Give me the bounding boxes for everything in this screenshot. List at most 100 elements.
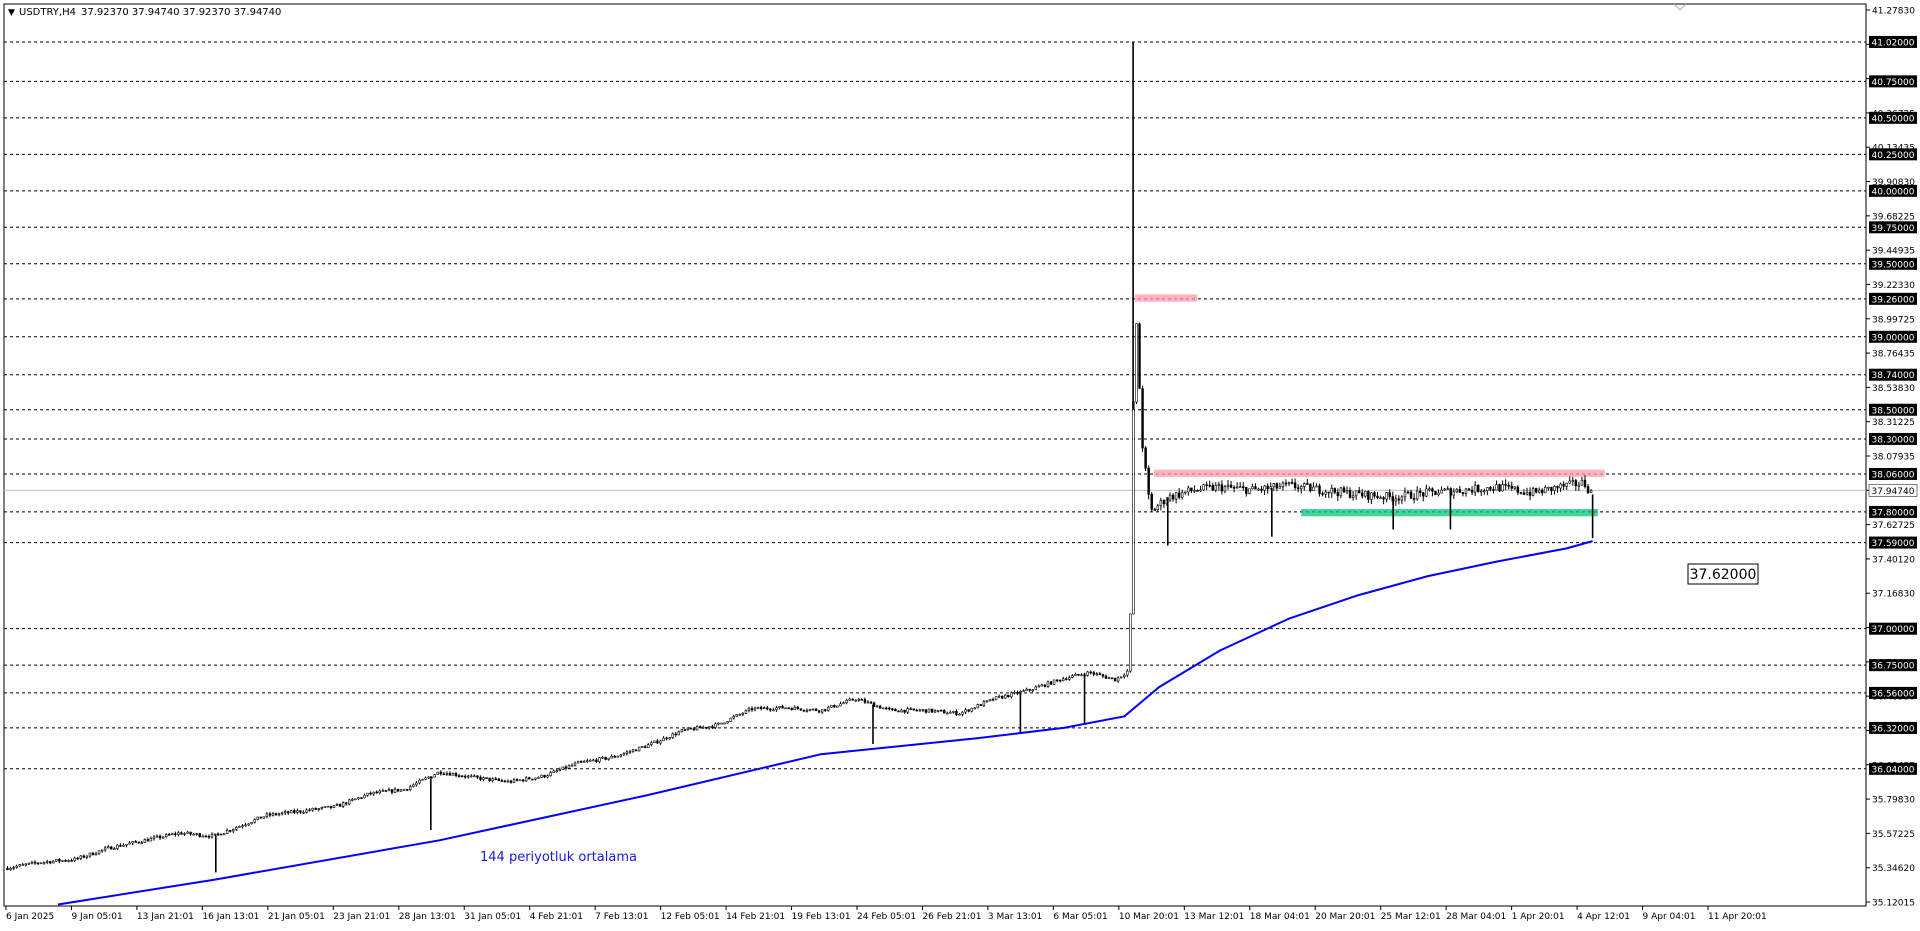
candle	[1562, 481, 1565, 491]
candle	[738, 713, 742, 716]
candle	[1382, 496, 1385, 505]
candle	[625, 749, 629, 756]
axis-tick-label: 37.16830	[1872, 590, 1915, 600]
candle	[677, 730, 680, 736]
candle	[1184, 491, 1187, 495]
candle-body	[207, 835, 211, 838]
time-tick-label: 20 Mar 20:01	[1315, 912, 1375, 922]
candle-body	[427, 776, 430, 779]
time-tick-label: 24 Feb 05:01	[857, 912, 916, 922]
candle	[1013, 690, 1016, 695]
candle-body	[293, 810, 296, 813]
level-label: 39.26000	[1872, 295, 1915, 305]
candle-body	[49, 861, 52, 864]
candle-body	[958, 713, 961, 716]
candle	[964, 707, 967, 715]
candle	[1507, 481, 1510, 490]
candle-body	[701, 726, 705, 729]
candle	[753, 706, 757, 712]
candle-body	[1104, 675, 1108, 679]
candle-body	[595, 759, 598, 762]
candle	[1458, 485, 1462, 493]
candle-body	[155, 835, 159, 838]
candle-body	[76, 857, 79, 860]
candle-body	[1385, 492, 1388, 500]
candle	[891, 707, 894, 712]
candle-body	[216, 833, 220, 836]
candle-body	[1480, 490, 1483, 493]
candle	[460, 774, 464, 778]
level-label: 37.59000	[1872, 539, 1915, 549]
candle	[1202, 483, 1205, 492]
candle	[76, 856, 79, 860]
candle-body	[1300, 486, 1303, 490]
menu-arrow-icon[interactable]: ▼	[8, 8, 15, 18]
candle-body	[952, 711, 955, 713]
axis-tick-label: 39.90830	[1872, 178, 1915, 188]
candle	[1147, 465, 1150, 500]
candle-body	[287, 811, 290, 814]
candle-body	[1211, 485, 1214, 491]
candle	[1113, 677, 1117, 682]
candle-body	[1458, 489, 1462, 493]
candle-body	[1022, 690, 1025, 692]
candle-body	[781, 705, 784, 709]
candle	[1119, 676, 1123, 679]
candle-body	[1589, 490, 1593, 493]
candle-body	[1138, 323, 1141, 389]
candle-body	[741, 713, 745, 715]
candle-body	[506, 780, 510, 783]
candle-body	[180, 832, 183, 835]
candle	[1229, 480, 1233, 489]
candle	[381, 788, 385, 792]
candle-body	[299, 810, 302, 813]
candle-body	[653, 740, 656, 743]
candle	[82, 854, 86, 859]
candle	[1010, 691, 1013, 699]
level-label: 36.56000	[1872, 689, 1915, 699]
candle-body	[1263, 485, 1266, 491]
candle	[1559, 482, 1562, 492]
candle	[1248, 488, 1251, 495]
candle-body	[970, 707, 973, 712]
candle	[1025, 687, 1028, 692]
candle-body	[1351, 495, 1355, 498]
candle-body	[558, 769, 562, 771]
candle	[711, 724, 714, 730]
candle	[427, 776, 430, 780]
candle-body	[735, 714, 738, 717]
candle-body	[705, 726, 708, 729]
candle-body	[1409, 491, 1413, 499]
candle	[94, 851, 98, 856]
candle-body	[1007, 694, 1010, 698]
level-badge	[1869, 762, 1917, 775]
level-badge	[1869, 148, 1917, 161]
level-badge	[1869, 721, 1917, 734]
axis-tick-label: 37.62725	[1872, 521, 1915, 531]
candle-body	[1080, 674, 1083, 677]
candle-body	[1498, 484, 1501, 492]
candle-body	[305, 809, 308, 813]
candle	[720, 722, 723, 725]
candle-body	[73, 857, 76, 861]
candle	[131, 840, 134, 846]
candle-body	[58, 859, 61, 862]
candle-body	[903, 709, 906, 713]
candle	[6, 866, 9, 871]
candle-body	[1513, 486, 1517, 489]
candle-body	[1205, 484, 1208, 487]
candle-body	[128, 842, 131, 845]
candle-body	[131, 841, 134, 844]
candle-body	[146, 839, 150, 842]
candle	[967, 709, 970, 713]
level-badge	[1869, 536, 1917, 549]
candle	[741, 712, 745, 717]
candle	[1095, 672, 1099, 677]
current-price-label: 37.94740	[1872, 487, 1915, 497]
candle	[619, 753, 623, 758]
candle-body	[402, 789, 406, 791]
candle-body	[1434, 490, 1437, 496]
candle	[271, 812, 275, 817]
candle-body	[110, 846, 113, 850]
candle-body	[1016, 691, 1019, 694]
